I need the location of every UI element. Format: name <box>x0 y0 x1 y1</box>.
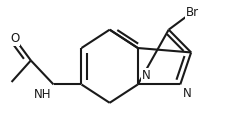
Text: N: N <box>142 69 150 82</box>
Text: N: N <box>183 87 191 100</box>
Text: NH: NH <box>33 88 51 101</box>
Text: Br: Br <box>186 6 199 19</box>
Text: O: O <box>10 32 20 45</box>
